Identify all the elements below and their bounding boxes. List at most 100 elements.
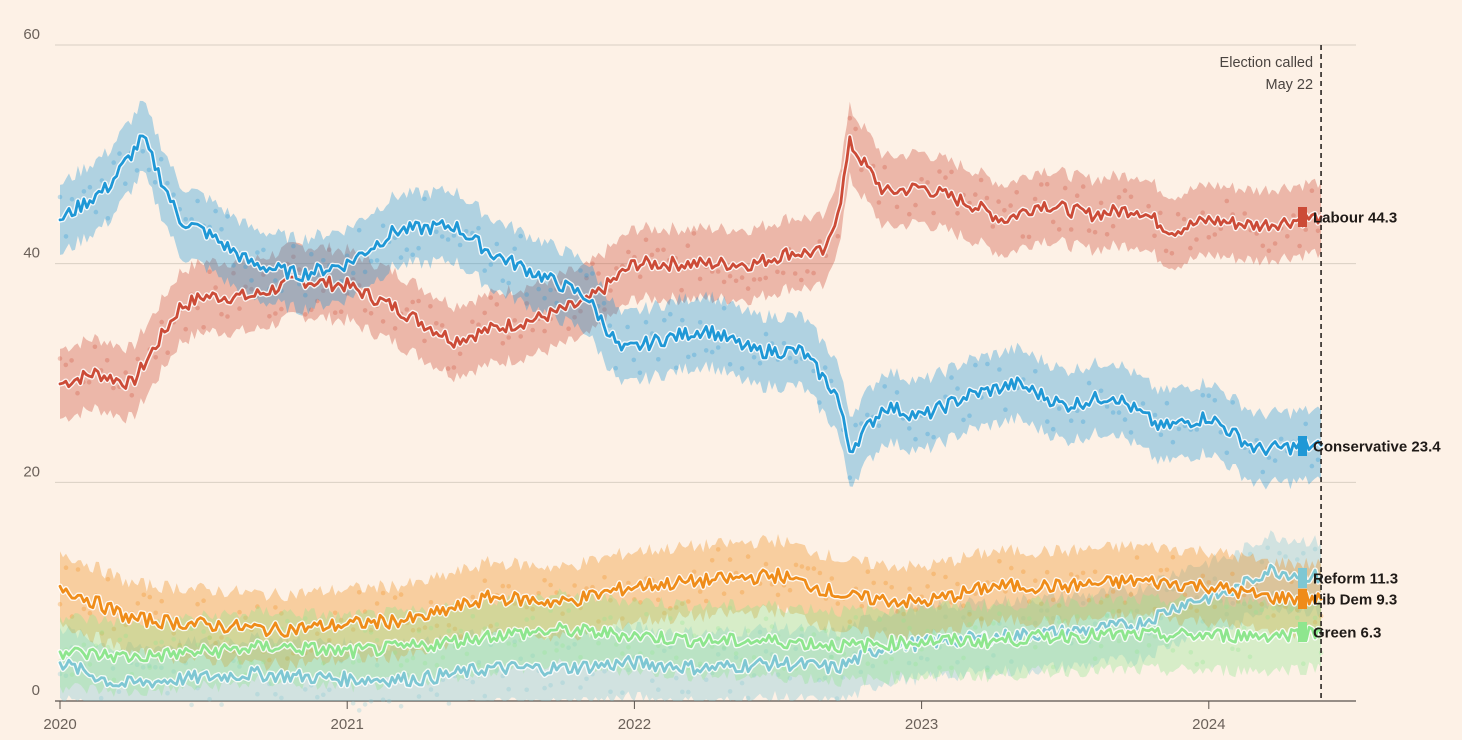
reform-poll-dot: [602, 669, 607, 674]
conservative-poll-dot: [146, 167, 152, 173]
labour-poll-dot: [1098, 200, 1104, 206]
lib-dem-poll-dot: [177, 642, 182, 648]
green-poll-dot: [440, 655, 446, 660]
conservative-poll-dot: [171, 192, 176, 197]
conservative-poll-dot: [219, 227, 224, 232]
conservative-poll-dot: [691, 352, 697, 358]
conservative-poll-dot: [590, 271, 595, 276]
reform-poll-dot: [1104, 612, 1110, 618]
green-poll-dot: [614, 642, 619, 647]
reform-poll-dot: [255, 691, 260, 697]
reform-poll-dot: [775, 672, 781, 677]
green-poll-dot: [99, 630, 105, 635]
conservative-poll-dot: [404, 247, 410, 252]
conservative-poll-dot: [500, 278, 506, 284]
labour-poll-dot: [1297, 243, 1302, 249]
reform-poll-dot: [1283, 554, 1288, 559]
labour-poll-dot: [835, 233, 841, 239]
conservative-poll-dot: [152, 180, 158, 185]
labour-poll-dot: [1163, 248, 1169, 254]
conservative-legend-swatch: [1298, 436, 1307, 456]
labour-poll-dot: [943, 175, 948, 180]
lib-dem-poll-dot: [338, 617, 344, 623]
lib-dem-poll-dot: [428, 600, 434, 605]
labour-poll-dot: [267, 314, 272, 319]
green-poll-dot: [1134, 649, 1140, 654]
lib-dem-poll-dot: [488, 623, 494, 629]
lib-dem-poll-dot: [1056, 603, 1062, 608]
lib-dem-poll-dot: [1068, 572, 1074, 577]
labour-poll-dot: [775, 269, 780, 275]
labour-poll-dot: [739, 275, 745, 280]
labour-poll-dot: [919, 177, 924, 182]
labour-poll-dot: [1122, 188, 1128, 193]
green-poll-dot: [111, 677, 117, 683]
conservative-poll-dot: [81, 189, 87, 194]
lib-dem-poll-dot: [691, 569, 697, 575]
green-poll-dot: [961, 655, 966, 661]
labour-poll-dot: [614, 266, 619, 271]
labour-poll-dot: [1291, 213, 1296, 218]
green-poll-dot: [398, 663, 404, 668]
lib-dem-poll-dot: [75, 567, 81, 572]
reform-poll-dot: [763, 649, 769, 654]
green-poll-dot: [1253, 610, 1259, 615]
reform-poll-dot: [991, 653, 996, 658]
conservative-poll-dot: [1033, 369, 1038, 374]
reform-poll-dot: [858, 669, 864, 675]
green-poll-dot: [1152, 634, 1158, 639]
labour-poll-dot: [1212, 232, 1218, 237]
reform-poll-dot: [1056, 615, 1062, 620]
conservative-poll-dot: [601, 301, 607, 306]
conservative-poll-dot: [1315, 457, 1321, 463]
labour-poll-dot: [1110, 223, 1116, 229]
labour-poll-dot: [1242, 211, 1247, 216]
labour-poll-dot: [368, 311, 374, 316]
reform-poll-dot: [757, 629, 763, 635]
lib-dem-poll-dot: [680, 601, 685, 606]
labour-poll-dot: [637, 274, 643, 280]
lib-dem-poll-dot: [309, 648, 314, 653]
conservative-poll-dot: [781, 341, 787, 346]
lib-dem-poll-dot: [1044, 569, 1050, 575]
lib-dem-poll-dot: [57, 601, 63, 607]
reform-poll-dot: [338, 659, 344, 664]
labour-poll-dot: [309, 307, 314, 313]
lib-dem-poll-dot: [1235, 599, 1241, 604]
green-legend-label: Green 6.3: [1313, 625, 1381, 642]
reform-poll-dot: [1247, 551, 1253, 557]
conservative-poll-dot: [811, 368, 816, 374]
lib-dem-poll-dot: [560, 611, 565, 616]
labour-poll-dot: [303, 312, 308, 317]
lib-dem-band: [60, 534, 1322, 672]
labour-poll-dot: [1002, 208, 1007, 213]
lib-dem-poll-dot: [829, 576, 835, 581]
reform-poll-dot: [440, 677, 446, 682]
reform-poll-dot: [1265, 545, 1270, 551]
reform-poll-dot: [374, 663, 380, 668]
lib-dem-poll-dot: [1194, 608, 1200, 614]
lib-dem-poll-dot: [674, 605, 679, 610]
labour-poll-dot: [649, 252, 655, 258]
reform-poll-dot: [918, 655, 924, 661]
reform-legend-label: Reform 11.3: [1313, 571, 1398, 588]
labour-poll-dot: [745, 286, 751, 291]
green-poll-dot: [608, 615, 613, 620]
green-poll-dot: [1164, 642, 1170, 648]
reform-band: [60, 530, 1322, 701]
lib-dem-poll-dot: [1033, 578, 1038, 583]
conservative-poll-dot: [703, 348, 709, 353]
green-poll-dot: [434, 662, 440, 668]
lib-dem-poll-dot: [1134, 555, 1140, 560]
conservative-poll-dot: [213, 208, 218, 214]
conservative-poll-dot: [949, 375, 954, 380]
green-poll-dot: [1247, 654, 1253, 660]
x-tick-label: 2021: [331, 716, 364, 733]
reform-poll-dot: [140, 665, 146, 670]
lib-dem-poll-dot: [656, 597, 661, 603]
labour-poll-dot: [279, 306, 284, 312]
labour-poll-dot: [1194, 237, 1199, 242]
green-poll-dot: [811, 632, 817, 637]
conservative-poll-dot: [1116, 410, 1122, 415]
lib-dem-poll-dot: [554, 590, 559, 595]
